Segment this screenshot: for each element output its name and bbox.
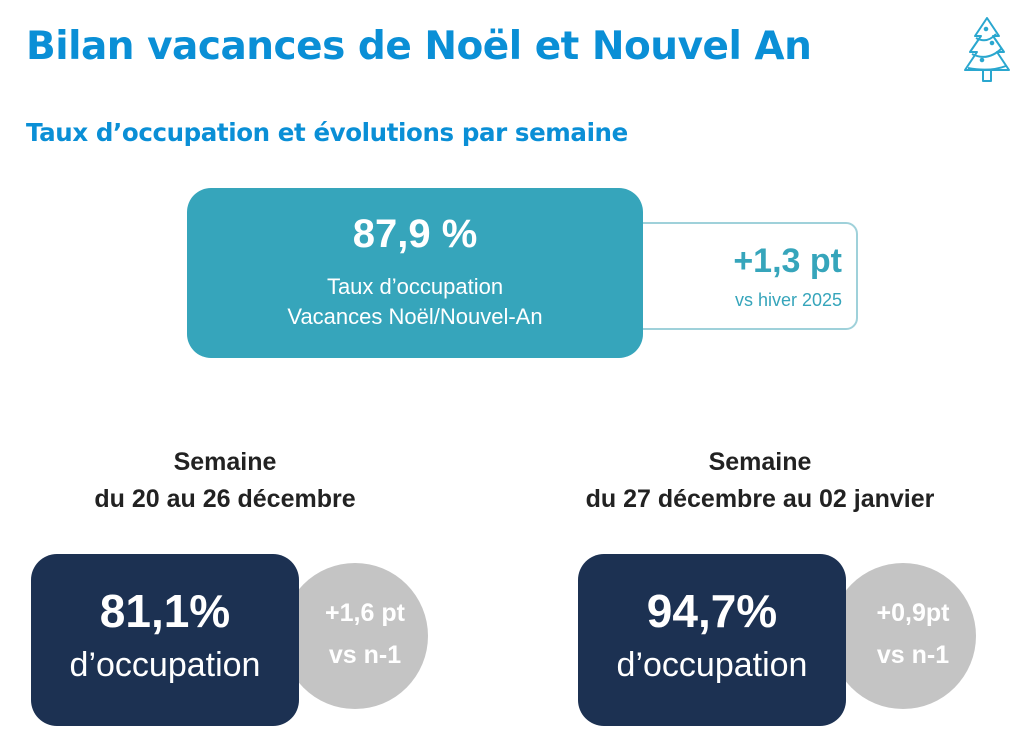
week-1-delta-value: +1,6 pt [325, 599, 405, 627]
week-2-occupancy-label: d’occupation [616, 646, 808, 684]
week-2-heading-line1: Semaine [708, 448, 812, 476]
week-1-heading-line1: Semaine [173, 448, 277, 476]
week-1-heading: Semaine du 20 au 26 décembre [30, 444, 420, 518]
week-1-occupancy-card: 81,1% d’occupation [31, 554, 299, 726]
week-1-heading-line2: du 20 au 26 décembre [94, 485, 356, 513]
overall-delta-box: +1,3 pt vs hiver 2025 [600, 222, 858, 330]
overall-period-label: Vacances Noël/Nouvel-An [287, 304, 543, 329]
page-title: Bilan vacances de Noël et Nouvel An [26, 24, 812, 69]
week-2-delta-badge: +0,9pt vs n-1 [830, 563, 976, 709]
overall-occupancy-value: 87,9 % [352, 212, 478, 256]
week-2-heading-line2: du 27 décembre au 02 janvier [585, 485, 935, 513]
week-2-occupancy-card: 94,7% d’occupation [578, 554, 846, 726]
week-2-delta-label: vs n-1 [876, 641, 950, 669]
page-subtitle: Taux d’occupation et évolutions par sema… [26, 118, 628, 147]
week-1-occupancy-label: d’occupation [69, 646, 261, 684]
week-1-delta-label: vs n-1 [328, 641, 402, 669]
week-2-heading: Semaine du 27 décembre au 02 janvier [520, 444, 1000, 518]
week-1-delta-badge: +1,6 pt vs n-1 [282, 563, 428, 709]
overall-delta-value: +1,3 pt [733, 242, 842, 280]
overall-occupancy-card: 87,9 % Taux d’occupation Vacances Noël/N… [187, 188, 643, 358]
overall-occupancy-label: Taux d’occupation [326, 274, 504, 299]
overall-delta-label: vs hiver 2025 [734, 290, 842, 310]
christmas-tree-icon [964, 17, 1010, 82]
week-2-delta-value: +0,9pt [876, 599, 950, 627]
week-2-occupancy-value: 94,7% [646, 585, 778, 637]
week-1-occupancy-value: 81,1% [99, 585, 231, 637]
